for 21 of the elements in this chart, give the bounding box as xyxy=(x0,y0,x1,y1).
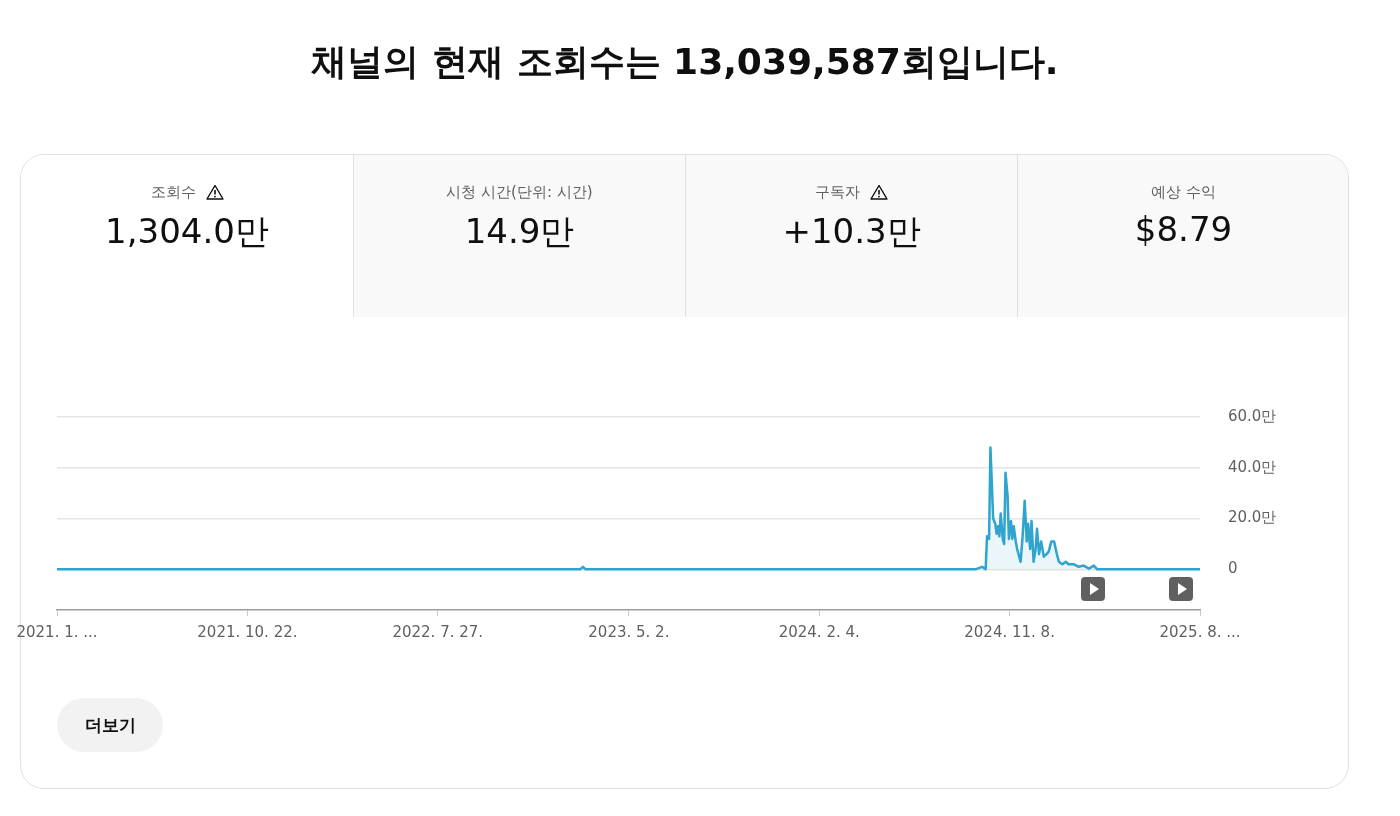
text: 예상 수익 xyxy=(1151,182,1216,202)
text: +10.3만 xyxy=(781,210,922,253)
text: 조회수 xyxy=(150,182,196,202)
text: 더보기 xyxy=(57,698,163,752)
chart-title: 채널의 현재 조회수는 13,039,587회입니다. xyxy=(310,40,1060,84)
y-tick-label: 20.0만 xyxy=(1228,508,1277,527)
text: 구독자 xyxy=(815,182,860,202)
y-tick-label: 0 xyxy=(1228,559,1238,578)
text: 시청 시간(단위: 시간) xyxy=(446,182,593,202)
x-tick-label: 2021. 10. 22. xyxy=(197,622,298,641)
x-tick-label: 2024. 11. 8. xyxy=(964,622,1055,641)
y-tick-label: 40.0만 xyxy=(1228,457,1277,476)
x-tick-label: 2022. 7. 27. xyxy=(392,622,484,641)
text: 1,304.0만 xyxy=(104,210,270,253)
x-tick-label: 2023. 5. 2. xyxy=(588,622,670,641)
x-tick-label: 2025. 8. ... xyxy=(1159,622,1241,641)
x-tick-label: 2021. 1. ... xyxy=(16,622,98,641)
text: 14.9만 xyxy=(463,210,576,253)
text: $8.79 xyxy=(1133,209,1234,249)
x-tick-label: 2024. 2. 4. xyxy=(778,622,860,641)
y-tick-label: 60.0만 xyxy=(1228,406,1277,425)
